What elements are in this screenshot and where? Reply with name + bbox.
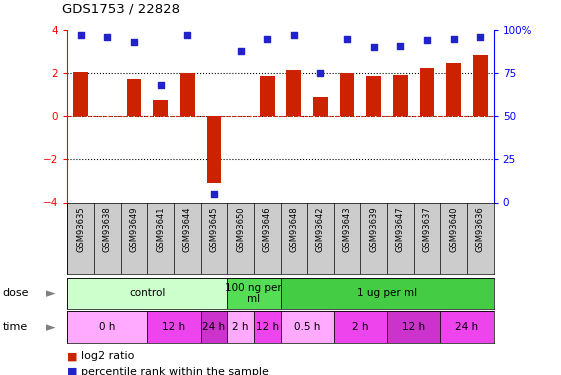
Text: GSM93644: GSM93644 [183,206,192,252]
Bar [473,55,488,116]
Point [263,36,272,42]
Text: 12 h: 12 h [256,322,279,332]
Bar [287,70,301,116]
Point [183,32,192,38]
Text: dose: dose [3,288,29,298]
Text: 24 h: 24 h [203,322,226,332]
Point [343,36,352,42]
Bar [206,116,221,183]
Bar [393,75,408,116]
Text: ■: ■ [67,367,78,375]
Bar [227,278,280,309]
Text: GSM93646: GSM93646 [263,206,272,252]
Text: GSM93641: GSM93641 [156,206,165,252]
Text: ►: ► [46,287,56,300]
Text: 100 ng per
ml: 100 ng per ml [226,283,282,304]
Text: GSM93638: GSM93638 [103,206,112,252]
Text: GSM93643: GSM93643 [343,206,352,252]
Bar [366,76,381,116]
Bar [153,100,168,116]
Text: GDS1753 / 22828: GDS1753 / 22828 [62,2,180,15]
Text: GSM93645: GSM93645 [209,206,218,252]
Bar [67,311,147,343]
Text: 0 h: 0 h [99,322,116,332]
Text: percentile rank within the sample: percentile rank within the sample [81,367,269,375]
Bar [447,63,461,116]
Text: time: time [3,322,28,332]
Point [316,70,325,76]
Text: ►: ► [46,321,56,334]
Point [476,34,485,40]
Point [76,32,85,38]
Point [449,36,458,42]
Point [396,42,405,48]
Text: 2 h: 2 h [232,322,249,332]
Text: GSM93640: GSM93640 [449,206,458,252]
Bar [280,278,494,309]
Bar [227,311,254,343]
Text: GSM93639: GSM93639 [369,206,378,252]
Text: 12 h: 12 h [162,322,186,332]
Bar [340,73,355,116]
Text: 24 h: 24 h [456,322,479,332]
Bar [180,73,195,116]
Bar [127,78,141,116]
Point [236,48,245,54]
Text: 0.5 h: 0.5 h [294,322,320,332]
Text: GSM93642: GSM93642 [316,206,325,252]
Bar [260,76,274,116]
Bar [254,311,280,343]
Point [369,44,378,50]
Bar [440,311,494,343]
Point [103,34,112,40]
Text: 12 h: 12 h [402,322,425,332]
Bar [147,311,201,343]
Point [209,191,218,197]
Bar [280,311,334,343]
Bar [73,72,88,116]
Point [289,32,298,38]
Bar [67,278,227,309]
Point [422,38,431,44]
Point [156,82,165,88]
Point [130,39,139,45]
Bar [420,68,434,116]
Text: 2 h: 2 h [352,322,369,332]
Text: GSM93648: GSM93648 [289,206,298,252]
Text: control: control [129,288,165,298]
Text: GSM93636: GSM93636 [476,206,485,252]
Text: ■: ■ [67,351,78,361]
Text: GSM93637: GSM93637 [422,206,431,252]
Text: GSM93635: GSM93635 [76,206,85,252]
Text: GSM93649: GSM93649 [130,206,139,252]
Text: GSM93650: GSM93650 [236,206,245,252]
Text: log2 ratio: log2 ratio [81,351,135,361]
Bar [313,97,328,116]
Text: 1 ug per ml: 1 ug per ml [357,288,417,298]
Text: GSM93647: GSM93647 [396,206,405,252]
Bar [334,311,387,343]
Bar [201,311,227,343]
Bar [387,311,440,343]
